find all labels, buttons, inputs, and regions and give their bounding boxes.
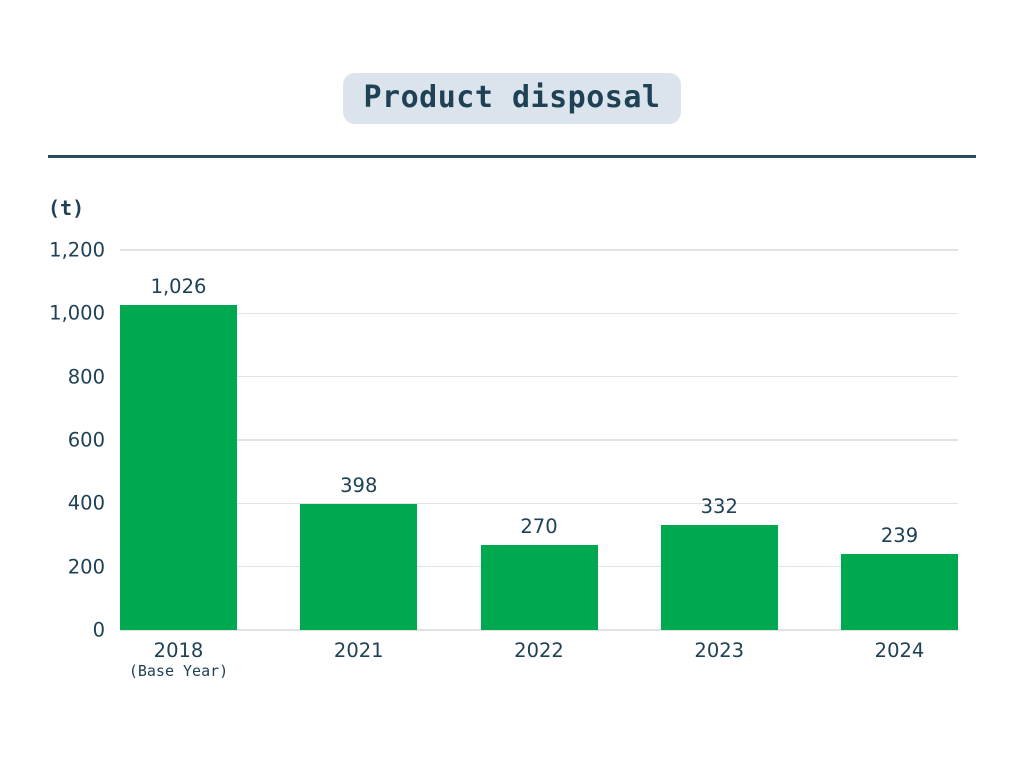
x-tick-sublabel: (Base Year) xyxy=(128,662,229,680)
x-tick-label: 2023 xyxy=(694,639,745,662)
y-tick-label: 800 xyxy=(67,364,105,388)
y-tick-label: 600 xyxy=(67,428,105,452)
y-tick-label: 400 xyxy=(67,491,105,515)
bar-value-label: 239 xyxy=(880,524,919,548)
y-axis-unit-label: (t) xyxy=(48,196,85,220)
bar-value-label: 270 xyxy=(520,514,558,538)
bar xyxy=(120,305,237,630)
divider-line xyxy=(48,155,976,158)
x-tick-label: 2018 xyxy=(153,639,204,662)
gridline xyxy=(120,629,958,631)
bar-value-label: 1,026 xyxy=(150,275,207,299)
title-row: Product disposal xyxy=(0,73,1024,124)
bar-value-label: 398 xyxy=(340,473,378,497)
bar xyxy=(841,554,958,630)
y-tick-label: 1,000 xyxy=(49,301,105,325)
bar-value-label: 332 xyxy=(700,494,738,518)
bar xyxy=(300,503,418,630)
gridline xyxy=(120,375,958,378)
bar xyxy=(660,524,778,630)
gridline xyxy=(120,502,958,505)
gridline xyxy=(120,312,958,315)
chart-title: Product disposal xyxy=(342,73,682,124)
y-tick-label: 0 xyxy=(92,618,105,642)
x-tick-label: 2024 xyxy=(874,639,925,662)
bar xyxy=(480,544,598,630)
gridline xyxy=(120,439,958,441)
y-tick-label: 200 xyxy=(67,554,105,578)
y-tick-label: 1,200 xyxy=(49,238,105,262)
gridline xyxy=(120,249,958,251)
x-tick-label: 2022 xyxy=(514,639,564,662)
x-tick-label: 2021 xyxy=(333,639,384,662)
